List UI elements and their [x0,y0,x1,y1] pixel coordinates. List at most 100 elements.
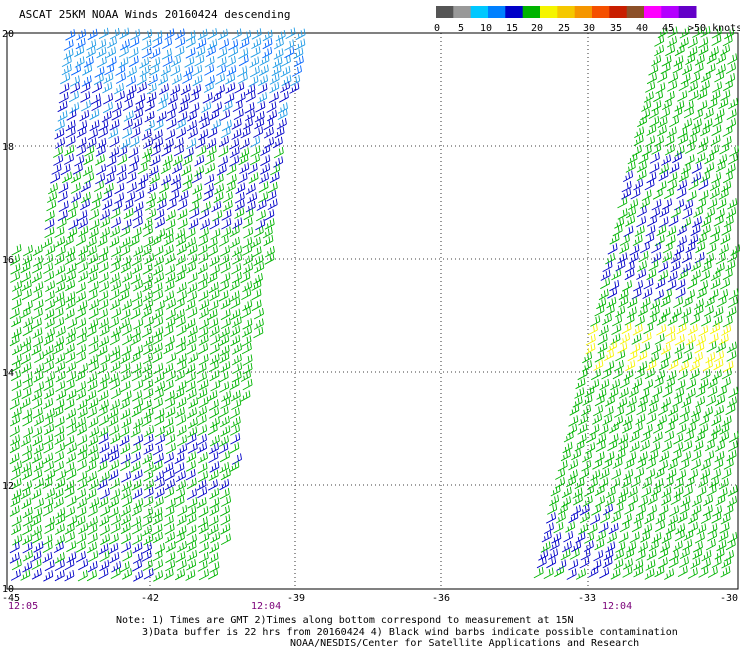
wind-barb [44,226,55,238]
wind-barb [203,189,214,202]
wind-barb [176,282,187,294]
wind-barb [701,215,712,228]
wind-barb [141,399,152,411]
wind-barb [164,478,175,491]
wind-barb [22,244,33,257]
wind-barb [693,440,704,452]
wind-barb [85,46,96,59]
wind-barb [55,370,66,383]
wind-barb [247,163,258,175]
wind-barb [156,99,167,112]
wind-barb [242,318,253,330]
wind-barb [727,440,738,452]
wind-barb [88,343,99,355]
wind-barb [129,36,140,48]
wind-barbs-right-swath [533,26,740,580]
wind-barb [702,359,713,372]
wind-barb [99,442,110,454]
wind-barb [77,209,88,222]
wind-barb [152,397,163,410]
wind-barb [144,253,155,265]
wind-barb [624,268,635,281]
wind-barb [697,88,708,100]
wind-barb [253,318,264,330]
wind-barb [9,398,20,410]
wind-barb [133,201,144,213]
legend-label-35: 35 [610,23,622,34]
wind-barb [661,98,672,110]
wind-barb [33,371,44,383]
wind-barb [708,476,720,489]
wind-barb [61,171,73,184]
wind-barb [67,317,78,329]
wind-barb [44,487,55,500]
wind-barb [685,333,696,346]
wind-barb [31,389,43,402]
wind-barb [607,340,618,353]
legend-label-15: 15 [506,23,518,34]
wind-barb [142,280,153,292]
wind-barb [11,343,23,356]
wind-barb [580,549,591,561]
wind-barb [66,371,77,383]
wind-barb [216,64,227,76]
wind-barb [632,234,643,246]
wind-barb [143,434,154,446]
wind-barb [154,425,165,438]
wind-barb [567,423,578,436]
wind-barb [704,152,715,165]
wind-barb [666,370,677,382]
wind-barb [185,371,196,384]
wind-barb [655,82,666,94]
wind-barb [721,136,732,148]
wind-barb [659,206,670,218]
wind-barb [727,485,738,497]
wind-barb [266,190,277,202]
wind-barb [208,399,219,411]
wind-barb [546,556,557,569]
wind-barb [726,449,737,462]
wind-barb [138,173,149,185]
wind-barb [649,207,661,219]
wind-barb [643,278,654,290]
wind-barb [676,423,687,435]
wind-barb [44,308,55,320]
wind-barb [204,56,215,68]
wind-barb [658,504,669,516]
wind-barb [99,372,110,384]
wind-barb [64,570,75,582]
wind-barb [568,511,579,524]
wind-barb [633,134,644,147]
wind-barb [609,279,620,292]
wind-barb [96,56,107,68]
wind-barb [149,64,160,76]
wind-barb [43,415,54,428]
wind-barb [637,360,648,373]
wind-barb [650,441,661,453]
wind-barb [257,74,269,86]
wind-barb [666,279,677,292]
wind-barb [719,522,730,534]
legend-label-40: 40 [636,23,648,34]
wind-barb [720,566,731,578]
wind-barb [690,260,701,272]
wind-barb [663,476,674,489]
wind-barb [245,200,256,213]
wind-barb [86,460,97,472]
wind-barb [665,44,676,57]
wind-barb [655,513,666,525]
wind-barb [66,442,77,454]
wind-barb [640,297,651,309]
wind-barb [556,559,567,571]
wind-barb [108,496,120,509]
wind-barb [210,531,221,544]
wind-barb [70,182,81,194]
wind-barb [98,496,109,508]
wind-barb [44,460,55,473]
wind-barb [601,368,612,380]
wind-barb [166,352,177,364]
colorbar-cell [626,6,645,18]
swath-time-3: 12:04 [602,601,632,612]
wind-barb [176,397,187,409]
wind-barb [44,218,55,230]
